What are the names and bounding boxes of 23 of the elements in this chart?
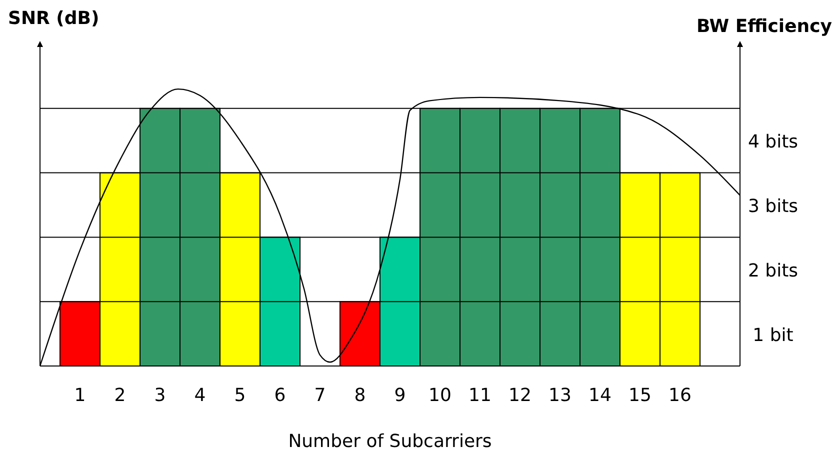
x-axis-title: Number of Subcarriers <box>288 431 492 450</box>
y2-axis-title: BW Efficiency <box>696 16 832 37</box>
x-tick-label: 1 <box>74 385 86 406</box>
x-tick-label: 4 <box>194 385 206 406</box>
x-tick-label: 7 <box>314 385 326 406</box>
x-tick-label: 15 <box>628 385 652 406</box>
x-tick-label: 12 <box>508 385 532 406</box>
x-tick-label: 8 <box>354 385 366 406</box>
x-tick-label: 14 <box>588 385 612 406</box>
y-axis-title: SNR (dB) <box>8 8 100 29</box>
x-tick-label: 5 <box>234 385 246 406</box>
x-tick-label: 11 <box>468 385 492 406</box>
x-tick-label: 13 <box>548 385 572 406</box>
x-tick-label: 2 <box>114 385 126 406</box>
y2-tick-label: 2 bits <box>748 260 798 282</box>
x-tick-label: 9 <box>394 385 406 406</box>
x-tick-label: 6 <box>274 385 286 406</box>
y2-tick-label: 1 bit <box>752 324 794 346</box>
x-tick-label: 10 <box>428 385 452 406</box>
x-tick-label: 3 <box>154 385 166 406</box>
y2-tick-label: 4 bits <box>748 132 798 153</box>
y2-tick-label: 3 bits <box>748 196 798 217</box>
x-tick-label: 16 <box>668 385 692 406</box>
